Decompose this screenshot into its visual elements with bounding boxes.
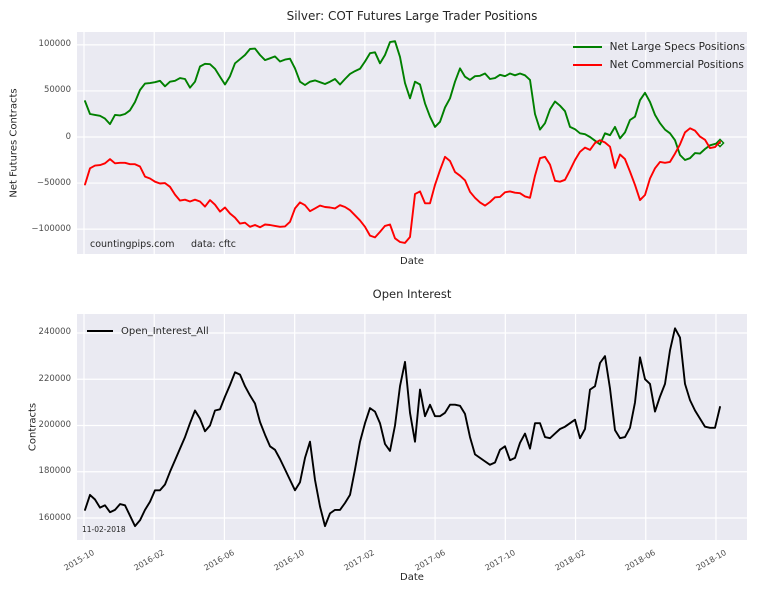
top-chart-title: Silver: COT Futures Large Trader Positio…: [286, 9, 538, 23]
top-chart-legend: Net Large Specs Positions Net Commercial …: [572, 38, 745, 74]
series-line-net-large-specs-positions: [84, 40, 721, 161]
y-tick-label: −50000: [36, 177, 71, 188]
x-tick-label: 2016-06: [202, 548, 236, 573]
bottom-y-axis-label: Contracts: [27, 402, 39, 452]
bottom-chart-plot-area: [77, 314, 747, 540]
legend-line-sample: [572, 64, 602, 66]
bottom-chart-title: Open Interest: [372, 287, 452, 301]
y-tick-label: 220000: [38, 373, 71, 384]
watermark-text: countingpips.com: [90, 239, 175, 250]
x-tick-label: 2015-10: [62, 548, 96, 573]
x-tick-label: 2017-06: [413, 548, 447, 573]
x-tick-label: 2018-10: [694, 548, 728, 573]
legend-entry: Net Commercial Positions: [572, 56, 745, 74]
legend-label: Open_Interest_All: [121, 325, 209, 337]
series-line-open-interest-all: [84, 327, 721, 528]
top-y-axis-label: Net Futures Contracts: [8, 88, 20, 198]
bottom-chart-legend: Open_Interest_All: [87, 322, 209, 340]
bottom-x-axis-label: Date: [400, 572, 424, 583]
legend-line-sample: [572, 46, 602, 48]
legend-label: Net Large Specs Positions: [609, 41, 745, 53]
y-tick-label: 160000: [38, 512, 71, 523]
top-chart-plot-area: [77, 32, 747, 254]
x-tick-label: 2018-06: [623, 548, 658, 573]
x-tick-label: 2017-10: [483, 548, 517, 573]
top-x-axis-label: Date: [400, 256, 424, 267]
legend-line-sample: [87, 330, 113, 332]
y-tick-label: 180000: [38, 466, 71, 477]
y-tick-label: −100000: [31, 223, 71, 234]
y-tick-label: 50000: [43, 85, 71, 96]
series-line-net-commercial-positions: [84, 127, 721, 244]
y-tick-label: 200000: [38, 419, 71, 430]
y-tick-label: 0: [65, 131, 71, 142]
y-tick-label: 240000: [38, 327, 71, 338]
x-tick-label: 2016-10: [272, 548, 307, 573]
x-tick-label: 2017-02: [342, 548, 377, 573]
x-tick-label: 2018-02: [553, 548, 588, 573]
legend-label: Net Commercial Positions: [609, 59, 744, 71]
data-source-text: data: cftc: [191, 239, 236, 250]
report-date-annotation: 11-02-2018: [82, 525, 126, 534]
legend-entry: Net Large Specs Positions: [572, 38, 745, 56]
legend-entry: Open_Interest_All: [87, 322, 209, 340]
x-tick-label: 2016-02: [132, 548, 166, 573]
series-end-marker: [715, 138, 725, 148]
y-tick-label: 100000: [38, 39, 71, 50]
